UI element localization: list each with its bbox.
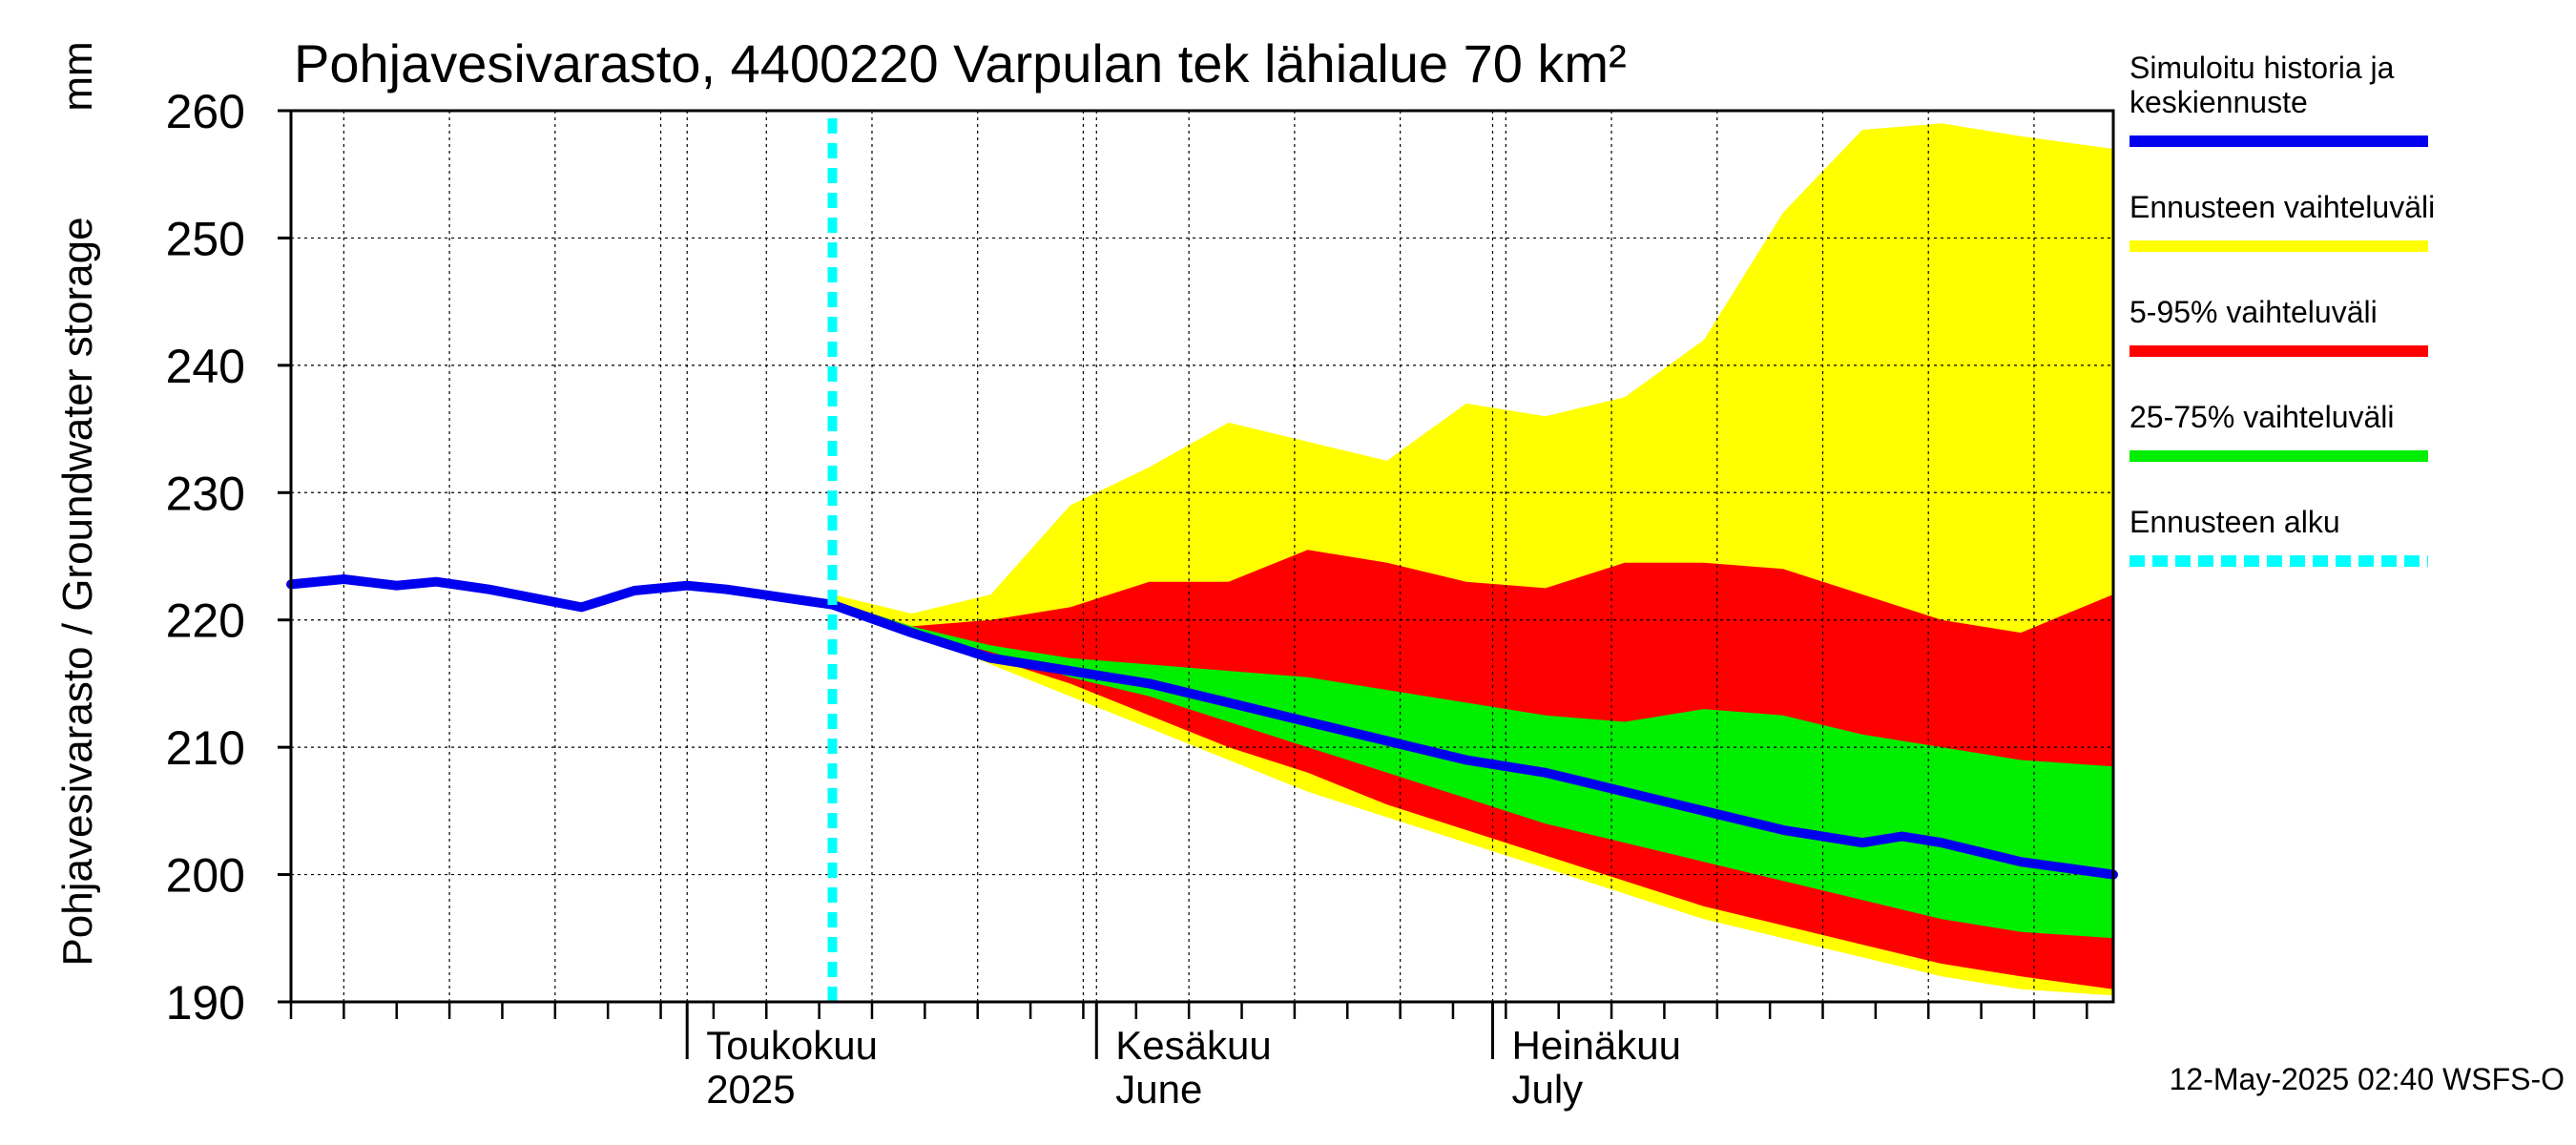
x-month-label: Toukokuu xyxy=(706,1023,878,1068)
y-tick-label: 200 xyxy=(166,849,245,903)
y-tick-label: 240 xyxy=(166,340,245,393)
y-tick-label: 220 xyxy=(166,594,245,648)
y-tick-label: 230 xyxy=(166,467,245,520)
forecast-bands xyxy=(832,123,2113,996)
legend-label: 5-95% vaihteluväli xyxy=(2129,295,2378,329)
y-tick-label: 250 xyxy=(166,212,245,265)
y-tick-label: 260 xyxy=(166,85,245,138)
y-tick-label: 210 xyxy=(166,721,245,775)
mean-line xyxy=(286,574,2118,880)
legend-label: keskiennuste xyxy=(2129,85,2308,119)
legend-label: Ennusteen alku xyxy=(2129,505,2340,539)
legend-label: Simuloitu historia ja xyxy=(2129,51,2395,85)
legend-item: Ennusteen vaihteluväli xyxy=(2129,190,2435,252)
legend-label: 25-75% vaihteluväli xyxy=(2129,400,2395,434)
y-axis: 190 200 210 220 230 240 250 260 xyxy=(166,85,291,1030)
legend-item: 25-75% vaihteluväli xyxy=(2129,400,2428,462)
x-month-label: Heinäkuu xyxy=(1511,1023,1680,1068)
x-month-sublabel: 2025 xyxy=(706,1067,795,1112)
chart-title: Pohjavesivarasto, 4400220 Varpulan tek l… xyxy=(294,33,1627,94)
timestamp-footer: 12-May-2025 02:40 WSFS-O xyxy=(2170,1062,2565,1096)
y-tick-label: 190 xyxy=(166,976,245,1030)
x-month-label: Kesäkuu xyxy=(1115,1023,1271,1068)
grid-lines xyxy=(291,111,2113,1002)
plot-frame xyxy=(289,109,2115,1004)
y-axis-label: Pohjavesivarasto / Groundwater storage xyxy=(54,217,101,966)
legend-item: 5-95% vaihteluväli xyxy=(2129,295,2428,357)
x-month-sublabel: July xyxy=(1511,1067,1583,1112)
x-month-sublabel: June xyxy=(1115,1067,1202,1112)
mean-series xyxy=(286,574,2118,880)
legend-label: Ennusteen vaihteluväli xyxy=(2129,190,2435,224)
legend-item: Ennusteen alku xyxy=(2129,505,2428,567)
y-axis-unit: mm xyxy=(54,41,101,111)
